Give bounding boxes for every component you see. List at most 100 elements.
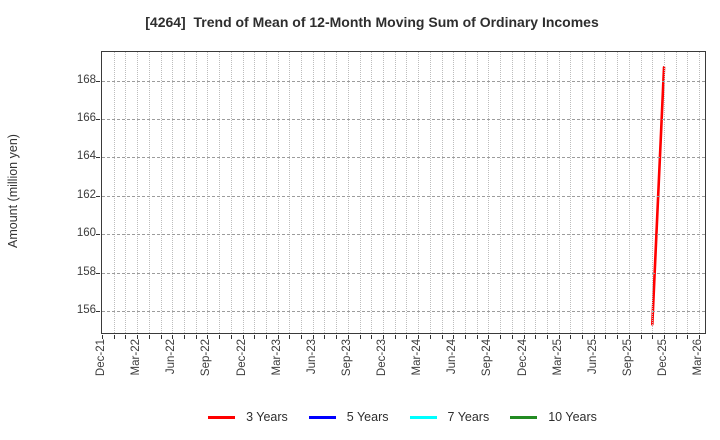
x-tick-label: Sep-22 (200, 339, 213, 377)
x-tick-mark (172, 335, 174, 339)
y-tick-mark (96, 195, 100, 197)
gridline-vertical (289, 52, 291, 333)
gridline-vertical (570, 52, 572, 333)
legend-item-3-years: 3 Years (208, 410, 288, 424)
gridline-horizontal (102, 119, 705, 121)
x-tick-mark (125, 335, 127, 339)
gridline-horizontal (102, 157, 705, 159)
x-tick-mark (371, 335, 373, 339)
x-tick-label: Mar-22 (130, 339, 143, 376)
x-tick-mark (429, 335, 431, 339)
x-tick-mark (418, 335, 420, 339)
x-tick-label: Mar-23 (270, 339, 283, 376)
legend-label: 5 Years (346, 410, 389, 424)
x-tick-mark (476, 335, 478, 339)
gridline-vertical (394, 52, 396, 333)
legend: 3 Years 5 Years 7 Years 10 Years (101, 404, 704, 430)
y-tick-label: 166 (76, 112, 96, 125)
gridline-vertical (137, 52, 139, 333)
y-tick-label: 160 (76, 227, 96, 240)
x-tick-mark (148, 335, 150, 339)
x-tick-mark (558, 335, 560, 339)
gridline-vertical (628, 52, 630, 333)
y-tick-mark (96, 234, 100, 236)
gridline-horizontal (102, 234, 705, 236)
x-tick-label: Sep-23 (340, 339, 353, 377)
x-tick-mark (113, 335, 115, 339)
gridline-vertical (429, 52, 431, 333)
plot-area (96, 51, 706, 339)
gridline-vertical (242, 52, 244, 333)
x-tick-label: Jun-25 (586, 339, 599, 375)
y-axis-tick-labels: 156 158 160 162 164 166 168 (0, 51, 96, 332)
x-tick-mark (628, 335, 630, 339)
x-tick-mark (523, 335, 525, 339)
legend-item-5-years: 5 Years (308, 410, 389, 424)
x-tick-label: Jun-23 (305, 339, 318, 375)
x-tick-mark (242, 335, 244, 339)
x-tick-mark (652, 335, 654, 339)
gridline-vertical (148, 52, 150, 333)
legend-item-7-years: 7 Years (409, 410, 489, 424)
gridline-vertical (418, 52, 420, 333)
x-tick-label: Mar-26 (692, 339, 705, 376)
gridline-vertical (230, 52, 232, 333)
gridline-vertical (254, 52, 256, 333)
gridline-vertical (605, 52, 607, 333)
x-tick-mark (301, 335, 303, 339)
x-tick-label: Mar-24 (411, 339, 424, 376)
x-tick-mark (453, 335, 455, 339)
gridline-vertical (699, 52, 701, 333)
gridline-vertical (406, 52, 408, 333)
gridline-vertical (476, 52, 478, 333)
x-tick-mark (675, 335, 677, 339)
x-tick-mark (500, 335, 502, 339)
gridline-vertical (546, 52, 548, 333)
x-tick-mark (699, 335, 701, 339)
x-tick-mark (265, 335, 267, 339)
gridline-vertical (464, 52, 466, 333)
x-tick-mark (582, 335, 584, 339)
x-tick-mark (511, 335, 513, 339)
gridline-vertical (500, 52, 502, 333)
x-tick-mark (406, 335, 408, 339)
y-tick-mark (96, 119, 100, 121)
gridline-vertical (687, 52, 689, 333)
x-axis-tick-labels: Dec-21 Mar-22 Jun-22 Sep-22 Dec-22 Mar-23 Jun-… (95, 339, 705, 397)
chart-title: [4264] Trend of Mean of 12-Month Moving … (145, 14, 599, 30)
x-tick-mark (277, 335, 279, 339)
x-tick-mark (441, 335, 443, 339)
gridline-horizontal (102, 80, 705, 82)
x-tick-label: Dec-23 (376, 339, 388, 377)
gridline-vertical (195, 52, 197, 333)
gridline-vertical (347, 52, 349, 333)
x-tick-mark (359, 335, 361, 339)
x-tick-mark (219, 335, 221, 339)
gridline-vertical (664, 52, 666, 333)
gridline-vertical (617, 52, 619, 333)
gridline-vertical (265, 52, 267, 333)
gridline-vertical (652, 52, 654, 333)
gridline-vertical (207, 52, 209, 333)
gridline-vertical (640, 52, 642, 333)
y-tick-label: 156 (76, 303, 96, 316)
x-tick-mark (137, 335, 139, 339)
gridline-vertical (558, 52, 560, 333)
x-tick-mark (254, 335, 256, 339)
x-tick-mark (488, 335, 490, 339)
x-tick-label: Sep-25 (621, 339, 634, 377)
y-tick-mark (96, 272, 100, 274)
gridline-horizontal (102, 272, 705, 274)
y-tick-label: 162 (76, 188, 96, 201)
x-tick-mark (394, 335, 396, 339)
legend-swatch (510, 415, 538, 419)
x-tick-mark (464, 335, 466, 339)
legend-label: 10 Years (548, 410, 597, 424)
gridline-vertical (183, 52, 185, 333)
gridline-vertical (383, 52, 384, 333)
legend-item-10-years: 10 Years (510, 410, 597, 424)
gridline-vertical (113, 52, 115, 333)
gridline-vertical (535, 52, 537, 333)
x-tick-label: Dec-24 (516, 339, 529, 377)
